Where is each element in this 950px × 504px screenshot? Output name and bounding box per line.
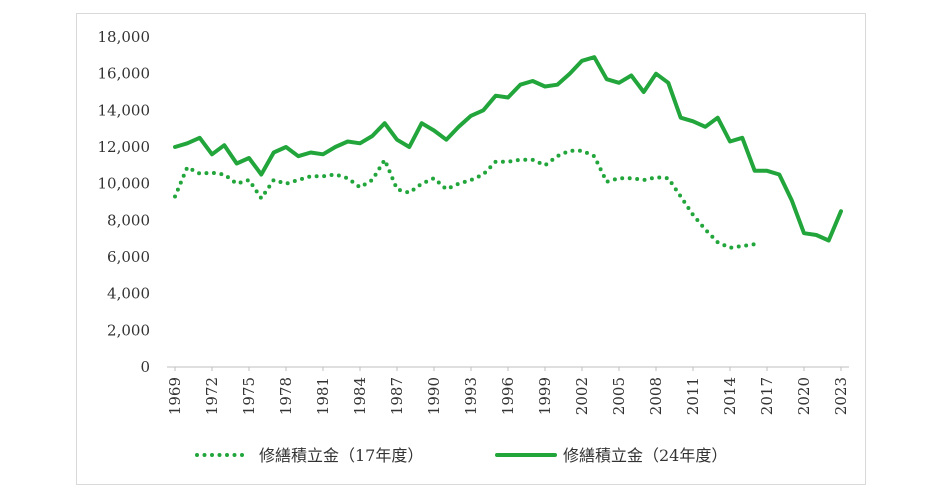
series-line-0 bbox=[173, 148, 757, 250]
y-tick-label: 6,000 bbox=[107, 248, 150, 266]
x-tick-label: 1996 bbox=[499, 377, 517, 415]
y-tick-label: 8,000 bbox=[107, 211, 150, 229]
legend-label-17-year: 修繕積立金（17年度） bbox=[259, 446, 423, 465]
y-axis: 18,000 16,000 14,000 12,000 10,000 8,000 6,000… bbox=[98, 28, 151, 376]
series-line-1 bbox=[173, 55, 843, 243]
x-tick-label: 2017 bbox=[758, 377, 776, 415]
y-tick-label: 4,000 bbox=[107, 285, 150, 303]
x-tick-label: 1981 bbox=[314, 377, 332, 415]
x-tick-label: 1975 bbox=[240, 377, 258, 415]
x-tick-label: 1987 bbox=[388, 377, 406, 415]
y-tick-label: 16,000 bbox=[98, 65, 151, 83]
x-tick-label: 2008 bbox=[647, 377, 665, 415]
legend: 修繕積立金（17年度） 修繕積立金（24年度） bbox=[195, 446, 727, 465]
line-chart: 18,000 16,000 14,000 12,000 10,000 8,000 6,000… bbox=[98, 28, 851, 465]
series-layer bbox=[173, 55, 843, 250]
x-tick-label: 2011 bbox=[684, 377, 702, 415]
x-tick-label: 1978 bbox=[277, 377, 295, 415]
x-tick-label: 2002 bbox=[573, 377, 591, 415]
x-axis: 1969 1972 1975 1978 1981 1984 1987 1990 1993 1996… bbox=[166, 366, 850, 415]
y-tick-label: 0 bbox=[140, 358, 150, 376]
y-tick-label: 2,000 bbox=[107, 321, 150, 339]
y-tick-label: 18,000 bbox=[98, 28, 151, 46]
x-tick-label: 1969 bbox=[166, 377, 184, 415]
x-tick-label: 1990 bbox=[425, 377, 443, 415]
y-tick-label: 10,000 bbox=[98, 175, 151, 193]
y-tick-label: 14,000 bbox=[98, 101, 151, 119]
x-tick-label: 2005 bbox=[610, 377, 628, 415]
x-tick-label: 1999 bbox=[536, 377, 554, 415]
y-tick-label: 12,000 bbox=[98, 138, 151, 156]
x-tick-label: 2023 bbox=[832, 377, 850, 415]
x-tick-label: 2014 bbox=[721, 377, 739, 415]
legend-label-24-year: 修繕積立金（24年度） bbox=[563, 446, 727, 465]
x-tick-label: 1972 bbox=[203, 377, 221, 415]
chart-frame: 18,000 16,000 14,000 12,000 10,000 8,000 6,000… bbox=[76, 13, 866, 485]
x-tick-label: 2020 bbox=[795, 377, 813, 415]
x-tick-label: 1993 bbox=[462, 377, 480, 415]
x-tick-label: 1984 bbox=[351, 377, 369, 415]
